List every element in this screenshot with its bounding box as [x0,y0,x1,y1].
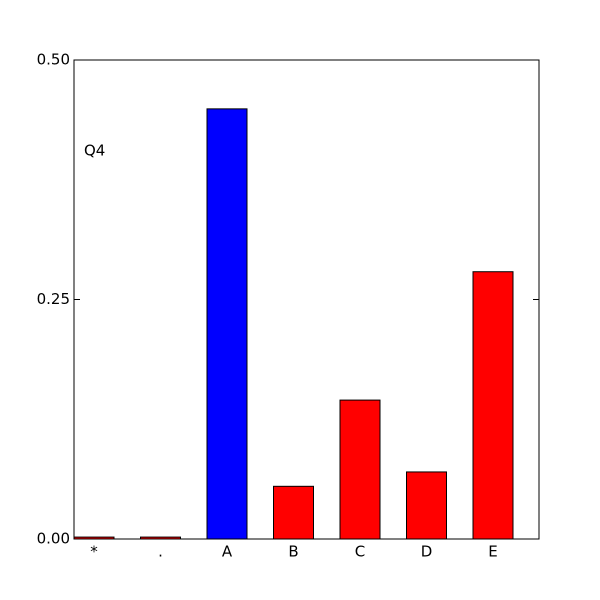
bar [472,271,514,540]
bar [406,471,447,540]
bar [339,399,381,540]
y-tick-label: 0.25 [37,290,70,308]
x-tick-label: . [158,543,163,561]
x-tick-label: * [90,543,98,561]
y-tick-label: 0.50 [37,51,70,69]
x-tick-label: C [355,543,365,561]
bar [273,485,314,540]
x-tick-label: D [421,543,433,561]
annotation: Q4 [84,142,105,160]
x-tick-label: E [488,543,497,561]
y-tick-label: 0.00 [37,530,70,548]
plot-frame [73,59,540,540]
x-tick-label: B [288,543,298,561]
x-tick-label: A [222,543,233,561]
bar [206,108,248,540]
